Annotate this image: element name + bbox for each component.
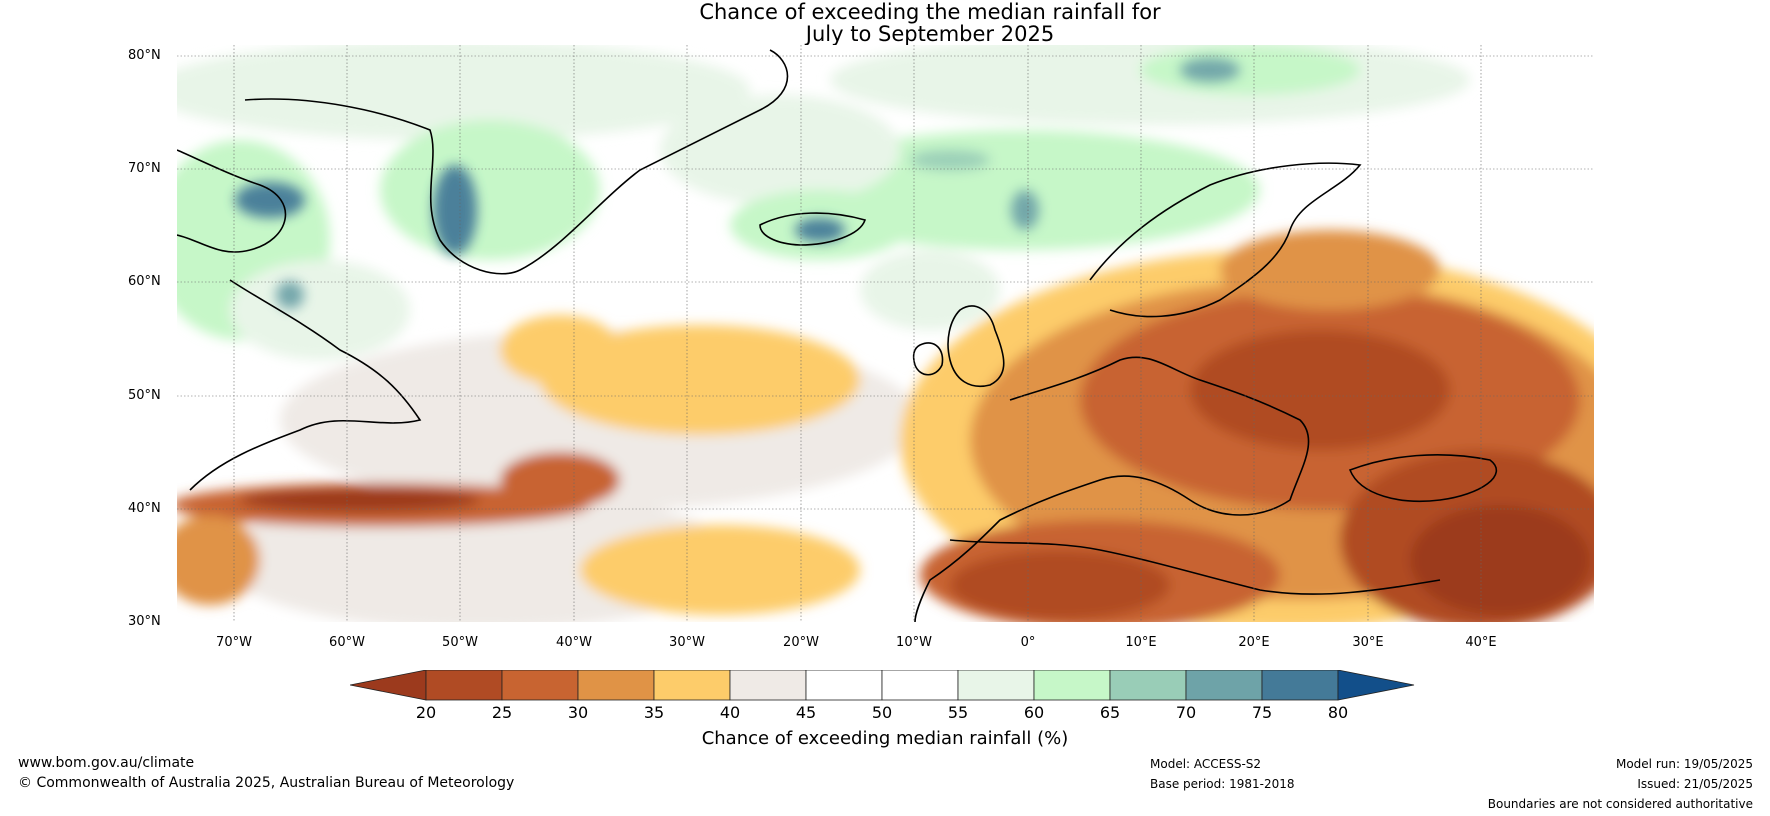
colorbar-bin — [1185, 670, 1263, 701]
region-atlantic-dry-1 — [540, 325, 860, 435]
wet-core-greenland-west — [433, 165, 477, 255]
colorbar-bin — [653, 670, 731, 701]
lat-label-50n: 50°N — [128, 388, 161, 403]
colorbar-extend-low — [350, 670, 427, 701]
colorbar-bin — [805, 670, 883, 701]
region-atlantic-dry-5 — [177, 515, 260, 605]
region-northafrica-core — [950, 550, 1170, 620]
ireland-coast — [912, 342, 944, 376]
black-sea-coast — [1348, 454, 1497, 503]
europe-coast — [914, 356, 1310, 622]
colorbar-bin — [501, 670, 579, 701]
map-title-line-2: July to September 2025 — [805, 22, 1055, 46]
lon-label-0: 0° — [1020, 635, 1036, 650]
wet-core-baffin — [235, 182, 305, 218]
region-neareast-core — [1410, 505, 1590, 615]
region-atlantic-dry-2 — [500, 315, 620, 385]
colorbar-bin — [729, 670, 807, 701]
lon-label-40e: 40°E — [1465, 635, 1497, 650]
footer-copyright: © Commonwealth of Australia 2025, Austra… — [18, 775, 515, 791]
colorbar-tick-label: 35 — [643, 703, 665, 722]
colorbar-bin — [1033, 670, 1111, 701]
lon-label-10w: 10°W — [896, 635, 932, 650]
coastlines — [177, 49, 1497, 622]
footer-model: Model: ACCESS-S2 — [1150, 757, 1262, 771]
wet-core-svalbard — [1180, 58, 1240, 82]
lat-label-70n: 70°N — [128, 161, 161, 176]
colorbar-bin — [1109, 670, 1187, 701]
scandinavia-coast — [1089, 162, 1362, 318]
region-greenland-green — [380, 120, 600, 260]
colorbar-tick-label: 50 — [871, 703, 893, 722]
lat-label-40n: 40°N — [128, 501, 161, 516]
colorbar-tick-label: 80 — [1327, 703, 1349, 722]
colorbar-bin — [1261, 670, 1339, 701]
region-greenland-sea-green — [660, 95, 900, 205]
region-svalbard-green — [1140, 45, 1360, 95]
lon-label-40w: 40°W — [556, 635, 592, 650]
region-labrador-sea-green — [230, 260, 410, 360]
lon-label-20w: 20°W — [783, 635, 819, 650]
region-north-atlantic-green — [177, 45, 750, 140]
greenland-coast — [244, 49, 789, 275]
lon-label-30e: 30°E — [1352, 635, 1384, 650]
region-central-europe-core — [1190, 330, 1450, 450]
colorbar-bin — [425, 670, 503, 701]
wet-core-norwegian-sea — [1011, 190, 1039, 230]
region-atlantic-dry-4 — [500, 452, 620, 508]
region-scandinavia-dry — [1220, 230, 1440, 310]
colorbar-tick-label: 60 — [1023, 703, 1045, 722]
colorbar-tick-label: 70 — [1175, 703, 1197, 722]
lon-label-60w: 60°W — [329, 635, 365, 650]
lon-label-20e: 20°E — [1238, 635, 1270, 650]
north-africa-coast — [949, 539, 1441, 595]
wet-core-labrador — [276, 281, 304, 309]
footer-issued: Issued: 21/05/2025 — [1637, 777, 1753, 791]
region-midatlantic-green — [860, 250, 1000, 330]
lat-label-80n: 80°N — [128, 48, 161, 63]
lon-label-70w: 70°W — [216, 635, 252, 650]
iceland-coast — [759, 212, 867, 246]
wet-core-iceland — [795, 218, 845, 242]
lon-label-50w: 50°W — [442, 635, 478, 650]
colorbar-label: Chance of exceeding median rainfall (%) — [701, 728, 1069, 749]
lon-label-30w: 30°W — [669, 635, 705, 650]
colorbar-tick-label: 40 — [719, 703, 741, 722]
labrador-coast — [189, 279, 422, 491]
footer-base-period: Base period: 1981-2018 — [1150, 777, 1295, 791]
colorbar-extend-high — [1337, 670, 1415, 701]
region-atlantic-dry-band-core — [240, 488, 480, 512]
lon-label-10e: 10°E — [1125, 635, 1157, 650]
colorbar-tick-label: 45 — [795, 703, 817, 722]
wet-core-greenland-sea — [910, 150, 990, 170]
colorbar-tick-label: 65 — [1099, 703, 1121, 722]
footer-website: www.bom.gov.au/climate — [18, 755, 195, 771]
colorbar-tick-label: 25 — [491, 703, 513, 722]
lat-label-30n: 30°N — [128, 614, 161, 629]
footer-model-run: Model run: 19/05/2025 — [1615, 757, 1753, 771]
lat-label-60n: 60°N — [128, 274, 161, 289]
colorbar-bin — [881, 670, 959, 701]
probability-field — [177, 45, 1594, 622]
colorbar-tick-label: 75 — [1251, 703, 1273, 722]
colorbar-bin — [577, 670, 655, 701]
rainfall-map — [177, 45, 1594, 622]
colorbar — [350, 670, 1415, 701]
graticule — [177, 45, 1594, 622]
footer-disclaimer: Boundaries are not considered authoritat… — [1487, 797, 1753, 811]
map-title-line-1: Chance of exceeding the median rainfall … — [699, 0, 1161, 24]
colorbar-tick-label: 30 — [567, 703, 589, 722]
canada-coast — [177, 149, 287, 253]
colorbar-bin — [957, 670, 1035, 701]
uk-coast — [947, 305, 1005, 387]
colorbar-tick-label: 55 — [947, 703, 969, 722]
region-atlantic-dry-3 — [580, 525, 860, 615]
colorbar-tick-label: 20 — [415, 703, 437, 722]
